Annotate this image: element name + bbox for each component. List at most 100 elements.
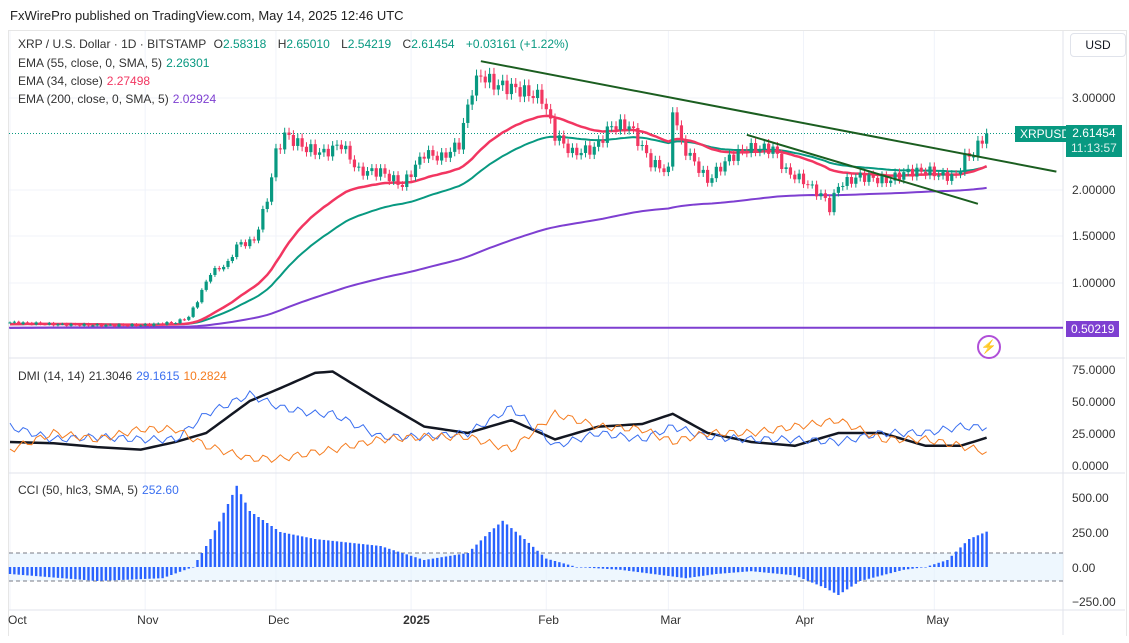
cci-bar <box>65 567 68 579</box>
cci-bar <box>178 567 182 572</box>
time-tick: Dec <box>267 613 290 627</box>
candle-body <box>335 144 339 146</box>
candle-body <box>235 244 239 258</box>
candle-body <box>932 166 936 177</box>
cci-bar <box>457 554 461 567</box>
cci-legend[interactable]: CCI (50, hlc3, SMA, 5) 252.60 <box>18 483 183 497</box>
cci-bar <box>87 567 90 581</box>
cci-bar <box>196 560 199 567</box>
candle-body <box>274 148 278 178</box>
candle-body <box>801 173 806 185</box>
time-tick: 2025 <box>403 613 430 627</box>
ema55-label: EMA (55, close, 0, SMA, 5) <box>18 56 163 70</box>
time-tick: Apr <box>795 613 815 627</box>
cci-bar <box>854 567 858 584</box>
candle-body <box>43 324 47 326</box>
cci-bar <box>797 567 801 578</box>
candle-body <box>466 104 470 123</box>
cci-bar <box>104 567 108 581</box>
cci-bar <box>832 567 836 593</box>
candle-body <box>732 154 736 161</box>
candle-body <box>78 324 82 326</box>
candle-body <box>400 184 404 187</box>
candle-body <box>313 144 317 155</box>
cci-bar <box>8 567 12 574</box>
candle-body <box>161 323 165 325</box>
cci-bar <box>43 567 47 577</box>
cci-bar <box>379 546 382 567</box>
cci-bar <box>279 532 282 567</box>
cci-bar <box>479 540 483 567</box>
candle-body <box>291 134 295 146</box>
candle-body <box>518 87 522 97</box>
cci-bar <box>632 567 635 572</box>
cci-bar <box>209 539 212 567</box>
candle-body <box>588 145 592 155</box>
candle-body <box>121 324 125 326</box>
candle-body <box>845 177 849 186</box>
open-value: 2.58318 <box>222 37 267 51</box>
candle-body <box>56 324 60 326</box>
minus-di-value: 10.2824 <box>183 369 227 383</box>
cci-bar <box>680 567 683 578</box>
cci-bar <box>52 567 55 578</box>
cci-bar <box>361 544 365 567</box>
cci-bar <box>274 529 278 567</box>
cci-bar <box>920 567 923 568</box>
cci-bar <box>811 567 814 583</box>
cci-bar <box>17 567 20 575</box>
candle-body <box>583 145 588 153</box>
ema34-legend[interactable]: EMA (34, close) 2.27498 <box>18 74 154 88</box>
candle-body <box>413 164 418 178</box>
cci-bar <box>222 512 225 567</box>
cci-bar <box>252 514 256 567</box>
candle-body <box>784 167 788 170</box>
candle-body <box>701 169 705 173</box>
cci-bar <box>213 530 217 567</box>
cci-bar <box>872 567 875 578</box>
cci-bar <box>968 539 971 567</box>
candle-body <box>191 307 195 317</box>
candle-body <box>579 152 583 156</box>
candle-body <box>941 171 945 176</box>
candle-body <box>723 161 727 172</box>
ema34-line <box>9 114 988 327</box>
dmi-tick: 50.0000 <box>1072 395 1116 409</box>
candle-body <box>815 184 819 197</box>
candle-body <box>671 112 675 167</box>
dmi-legend[interactable]: DMI (14, 14) 21.3046 29.1615 10.2824 <box>18 369 231 383</box>
candle-body <box>126 325 130 327</box>
candle-body <box>178 319 182 324</box>
cci-bar <box>566 564 570 567</box>
candle-body <box>535 89 540 99</box>
high-value: 2.65010 <box>286 37 330 51</box>
cci-bar <box>723 567 727 574</box>
cci-bar <box>226 504 230 567</box>
cci-bar <box>789 567 792 575</box>
candle-body <box>73 323 77 325</box>
candle-body <box>99 324 104 327</box>
lightning-icon[interactable]: ⚡ <box>977 335 1001 359</box>
cci-bar <box>702 567 705 576</box>
cci-bar <box>383 547 387 567</box>
candle-body <box>357 166 361 168</box>
currency-button[interactable]: USD <box>1070 33 1126 57</box>
cci-value: 252.60 <box>142 483 179 497</box>
candle-body <box>108 324 112 326</box>
candle-body <box>832 192 836 213</box>
candle-body <box>749 143 753 153</box>
ema55-legend[interactable]: EMA (55, close, 0, SMA, 5) 2.26301 <box>18 56 213 70</box>
candle-body <box>174 323 178 325</box>
ema200-legend[interactable]: EMA (200, close, 0, SMA, 5) 2.02924 <box>18 92 220 106</box>
cci-bar <box>954 551 958 567</box>
cci-bar <box>959 547 962 567</box>
candle-body <box>387 173 391 182</box>
candle-body <box>509 83 513 95</box>
candle-body <box>557 135 561 141</box>
cci-bar <box>750 567 753 572</box>
candle-body <box>256 229 261 241</box>
candle-body <box>771 146 775 154</box>
cci-bar <box>340 541 343 567</box>
candle-body <box>788 167 793 175</box>
